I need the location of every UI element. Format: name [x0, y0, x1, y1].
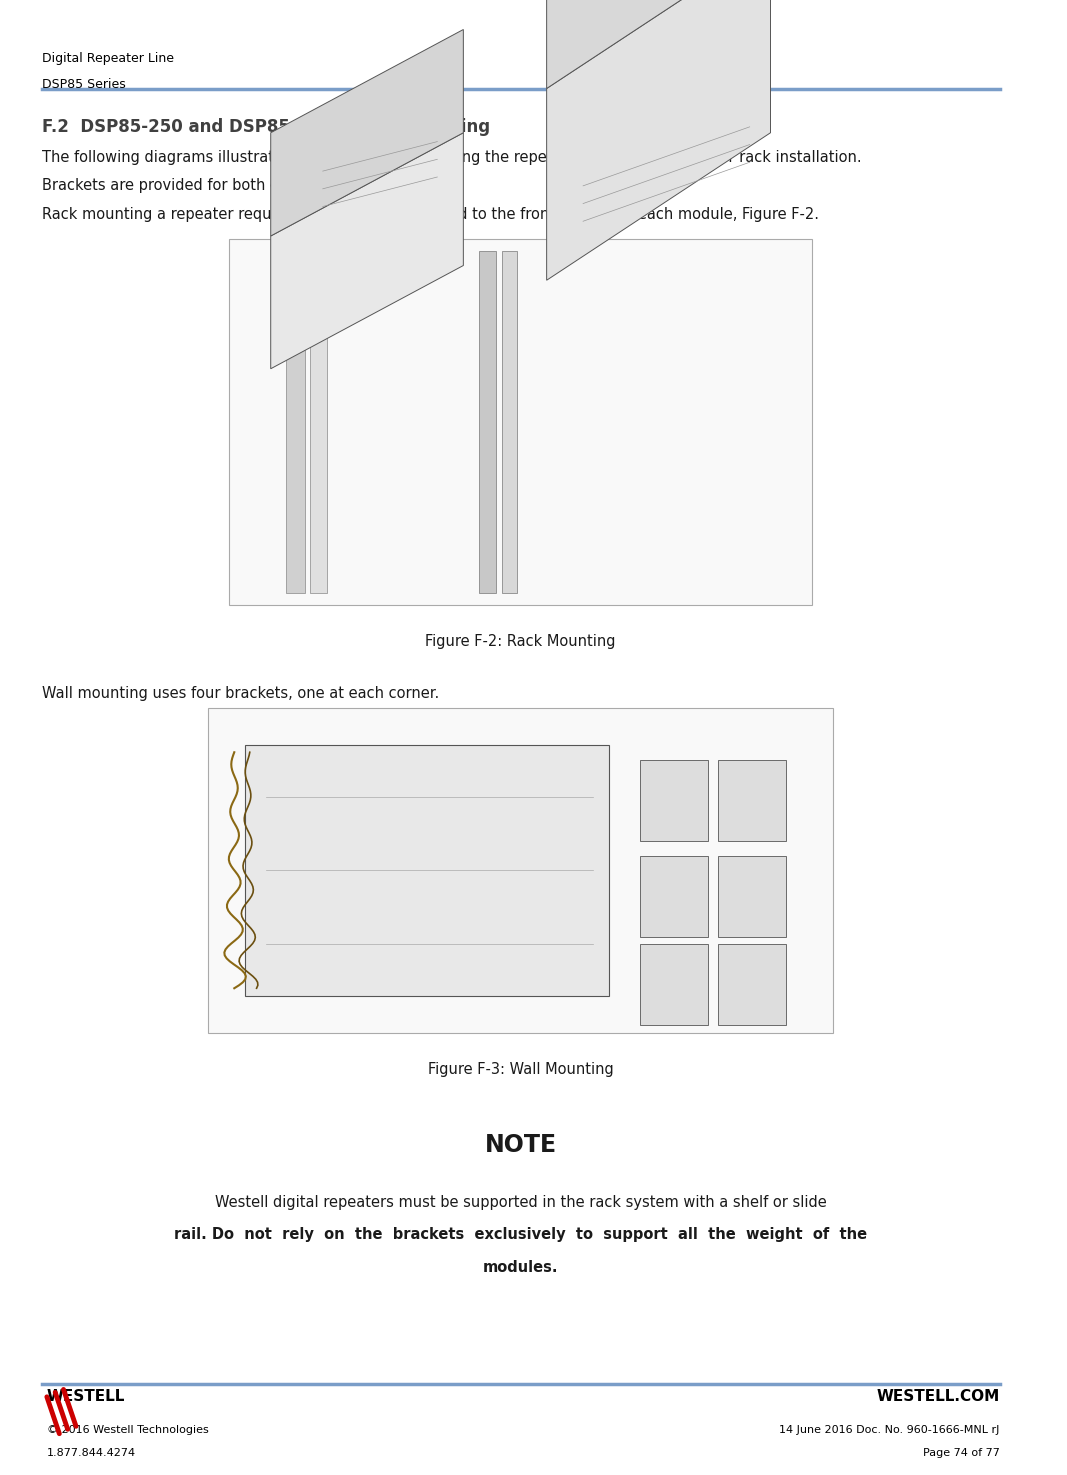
Text: © 2016 Westell Technologies: © 2016 Westell Technologies [47, 1425, 209, 1435]
Bar [640, 855, 708, 937]
Text: WESTELL.COM: WESTELL.COM [876, 1389, 1000, 1404]
Text: rail. Do  not  rely  on  the  brackets  exclusively  to  support  all  the  weig: rail. Do not rely on the brackets exclus… [174, 1227, 867, 1242]
Bar [718, 855, 786, 937]
Bar [640, 760, 708, 841]
Text: 14 June 2016 Doc. No. 960-1666-MNL rJ: 14 June 2016 Doc. No. 960-1666-MNL rJ [779, 1425, 1000, 1435]
Bar [286, 251, 305, 593]
Text: Wall mounting uses four brackets, one at each corner.: Wall mounting uses four brackets, one at… [42, 686, 439, 701]
Text: Page 74 of 77: Page 74 of 77 [923, 1448, 1000, 1459]
Bar [208, 708, 833, 1032]
Text: F.2  DSP85-250 and DSP85-251 Series Mounting: F.2 DSP85-250 and DSP85-251 Series Mount… [42, 118, 490, 136]
Text: NOTE: NOTE [484, 1133, 557, 1156]
Text: WESTELL: WESTELL [47, 1389, 125, 1404]
Bar [310, 251, 327, 593]
Text: The following diagrams illustrate the methods for mounting the repeater(s) in a : The following diagrams illustrate the me… [42, 150, 861, 165]
Polygon shape [271, 133, 463, 369]
Text: DSP85 Series: DSP85 Series [42, 78, 126, 91]
Polygon shape [271, 30, 463, 236]
Text: modules.: modules. [483, 1260, 558, 1274]
Polygon shape [546, 0, 770, 88]
Text: Figure F-2: Rack Mounting: Figure F-2: Rack Mounting [426, 634, 616, 649]
Bar [229, 239, 812, 605]
Text: Brackets are provided for both options.: Brackets are provided for both options. [42, 178, 329, 193]
Bar [718, 944, 786, 1025]
Bar [479, 251, 496, 593]
Bar [501, 251, 517, 593]
Text: Westell digital repeaters must be supported in the rack system with a shelf or s: Westell digital repeaters must be suppor… [214, 1195, 827, 1209]
Text: Rack mounting a repeater requires two brackets mounted to the front corners of e: Rack mounting a repeater requires two br… [42, 207, 818, 221]
Text: Digital Repeater Line: Digital Repeater Line [42, 52, 174, 65]
Polygon shape [546, 0, 770, 280]
Bar [718, 760, 786, 841]
Text: Figure F-3: Wall Mounting: Figure F-3: Wall Mounting [428, 1062, 614, 1077]
Bar [244, 745, 609, 996]
Bar [640, 944, 708, 1025]
Text: 1.877.844.4274: 1.877.844.4274 [47, 1448, 136, 1459]
